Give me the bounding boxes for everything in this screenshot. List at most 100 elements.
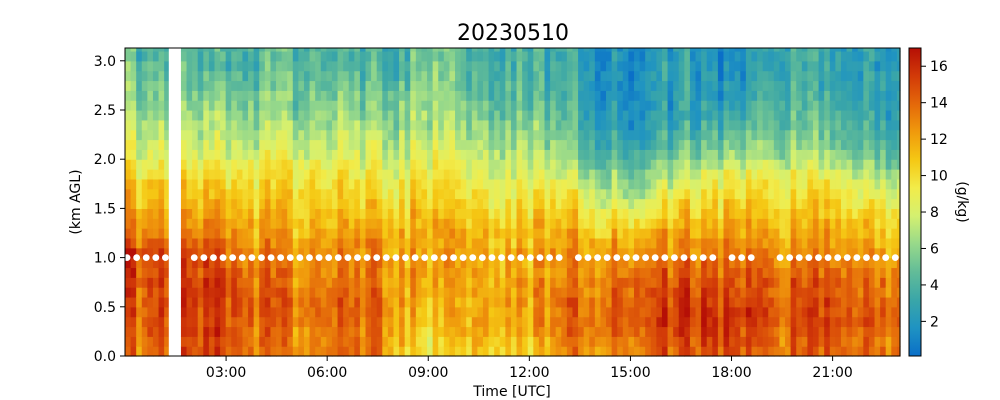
heatmap-cell — [326, 257, 333, 269]
heatmap-cell — [846, 257, 853, 269]
heatmap-cell — [309, 119, 316, 131]
heatmap-cell — [298, 50, 305, 62]
heatmap-cell — [214, 257, 221, 269]
heatmap-cell — [740, 139, 747, 150]
heatmap-cell — [589, 80, 596, 91]
heatmap-cell — [376, 129, 383, 141]
heatmap-cell — [236, 316, 244, 328]
heatmap-cell — [555, 80, 562, 91]
heatmap-cell — [561, 100, 568, 111]
heatmap-cell — [192, 208, 199, 219]
heatmap-cell — [443, 257, 451, 269]
colorbar-tick-label: 8 — [930, 205, 939, 221]
heatmap-cell — [158, 336, 165, 347]
heatmap-cell — [432, 139, 439, 150]
heatmap-cell — [533, 237, 540, 249]
heatmap-cell — [303, 257, 311, 269]
heatmap-cell — [874, 50, 881, 62]
heatmap-cell — [578, 90, 585, 101]
heatmap-cell — [415, 48, 423, 52]
heatmap-cell — [790, 169, 797, 180]
heatmap-cell — [863, 228, 870, 239]
heatmap-cell — [326, 218, 333, 229]
heatmap-cell — [203, 306, 210, 318]
heatmap-cell — [488, 139, 495, 150]
heatmap-cell — [449, 50, 456, 62]
heatmap-cell — [734, 336, 741, 347]
heatmap-cell — [600, 60, 607, 72]
heatmap-cell — [829, 169, 836, 180]
heatmap-cell — [689, 149, 697, 160]
heatmap-cell — [236, 100, 244, 111]
heatmap-cell — [125, 237, 132, 249]
heatmap-cell — [292, 48, 299, 52]
heatmap-cell — [650, 129, 657, 141]
heatmap-cell — [214, 228, 221, 239]
heatmap-cell — [594, 100, 602, 111]
heatmap-cell — [432, 50, 439, 62]
heatmap-cell — [180, 48, 188, 52]
heatmap-cell — [600, 336, 607, 347]
heatmap-cell — [678, 90, 685, 101]
heatmap-cell — [348, 178, 355, 190]
heatmap-cell — [393, 237, 400, 249]
heatmap-cell — [712, 178, 719, 190]
heatmap-cell — [684, 218, 691, 229]
heatmap-cell — [220, 237, 227, 249]
heatmap-cell — [824, 296, 831, 308]
heatmap-cell — [320, 119, 327, 131]
heatmap-cell — [460, 306, 467, 318]
heatmap-cell — [281, 267, 288, 278]
heatmap-cell — [343, 80, 350, 91]
heatmap-cell — [684, 159, 691, 170]
heatmap-cell — [225, 326, 232, 337]
heatmap-cell — [421, 139, 428, 150]
heatmap-cell — [885, 198, 892, 209]
heatmap-cell — [583, 188, 590, 200]
heatmap-cell — [773, 188, 781, 200]
heatmap-cell — [689, 336, 697, 347]
heatmap-cell — [393, 326, 400, 337]
heatmap-cell — [147, 296, 154, 308]
heatmap-cell — [236, 129, 244, 141]
x-tick-label: 12:00 — [509, 365, 549, 381]
heatmap-cell — [292, 326, 299, 337]
heatmap-cell — [561, 296, 568, 308]
heatmap-cell — [684, 277, 691, 288]
heatmap-cell — [684, 287, 691, 298]
heatmap-cell — [192, 336, 199, 347]
heatmap-cell — [180, 139, 188, 150]
heatmap-cell — [410, 80, 417, 91]
heatmap-cell — [203, 316, 210, 328]
heatmap-cell — [606, 188, 613, 200]
heatmap-cell — [673, 296, 680, 308]
heatmap-cell — [740, 257, 747, 269]
heatmap-cell — [482, 198, 490, 209]
heatmap-cell — [807, 48, 814, 52]
heatmap-cell — [192, 119, 199, 131]
heatmap-cell — [813, 188, 820, 200]
heatmap-cell — [231, 247, 238, 259]
heatmap-cell — [415, 218, 423, 229]
heatmap-cell — [634, 267, 641, 278]
heatmap-cell — [572, 316, 579, 328]
heatmap-cell — [555, 228, 562, 239]
heatmap-cell — [438, 228, 445, 239]
heatmap-cell — [253, 198, 260, 209]
heatmap-cell — [751, 70, 758, 82]
heatmap-cell — [857, 90, 864, 101]
heatmap-cell — [757, 129, 764, 141]
heatmap-cell — [555, 296, 562, 308]
heatmap-cell — [891, 178, 898, 190]
heatmap-cell — [706, 336, 713, 347]
heatmap-cell — [136, 109, 143, 121]
heatmap-cell — [315, 149, 322, 160]
heatmap-cell — [880, 60, 887, 72]
heatmap-cell — [494, 296, 501, 308]
heatmap-cell — [510, 90, 518, 101]
heatmap-cell — [382, 267, 389, 278]
heatmap-cell — [236, 237, 244, 249]
heatmap-cell — [365, 306, 372, 318]
heatmap-cell — [824, 228, 831, 239]
heatmap-cell — [248, 218, 255, 229]
